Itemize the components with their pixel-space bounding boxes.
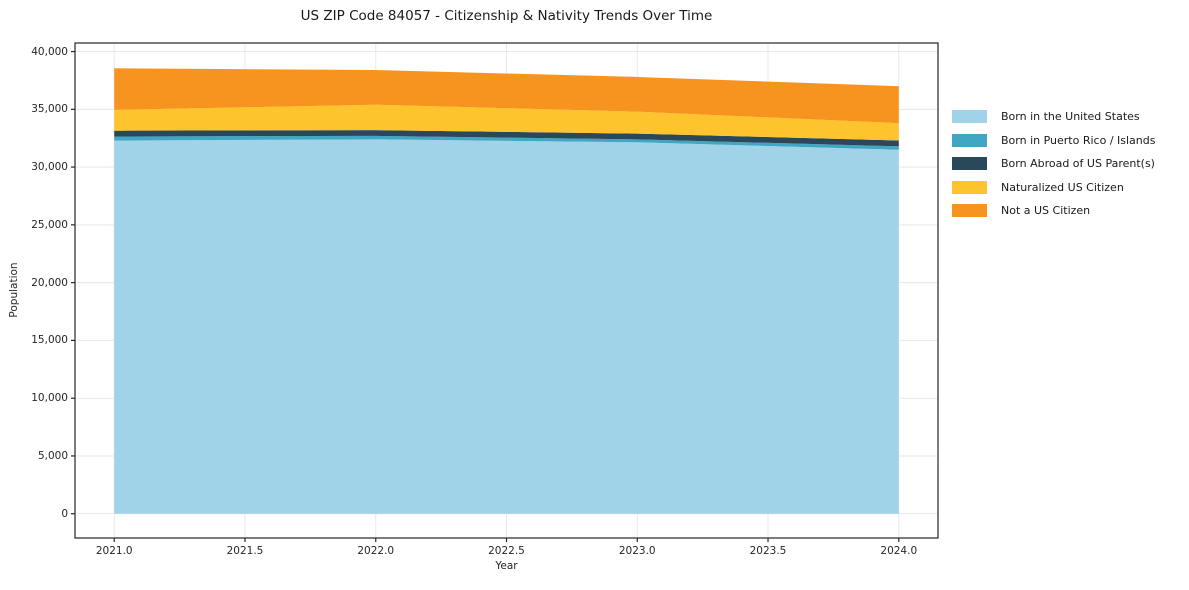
area-series-born-in-the-united-states [114,139,899,514]
area-series-born-abroad-of-us-parent-s [114,130,899,147]
x-axis-label: Year [495,560,518,572]
area-series-naturalized-us-citizen [114,104,899,141]
area-series-not-a-us-citizen [114,68,899,124]
chart-title: US ZIP Code 84057 - Citizenship & Nativi… [300,8,713,24]
area-series-born-in-puerto-rico-islands [114,135,899,150]
y-axis-label: Population [8,262,20,318]
